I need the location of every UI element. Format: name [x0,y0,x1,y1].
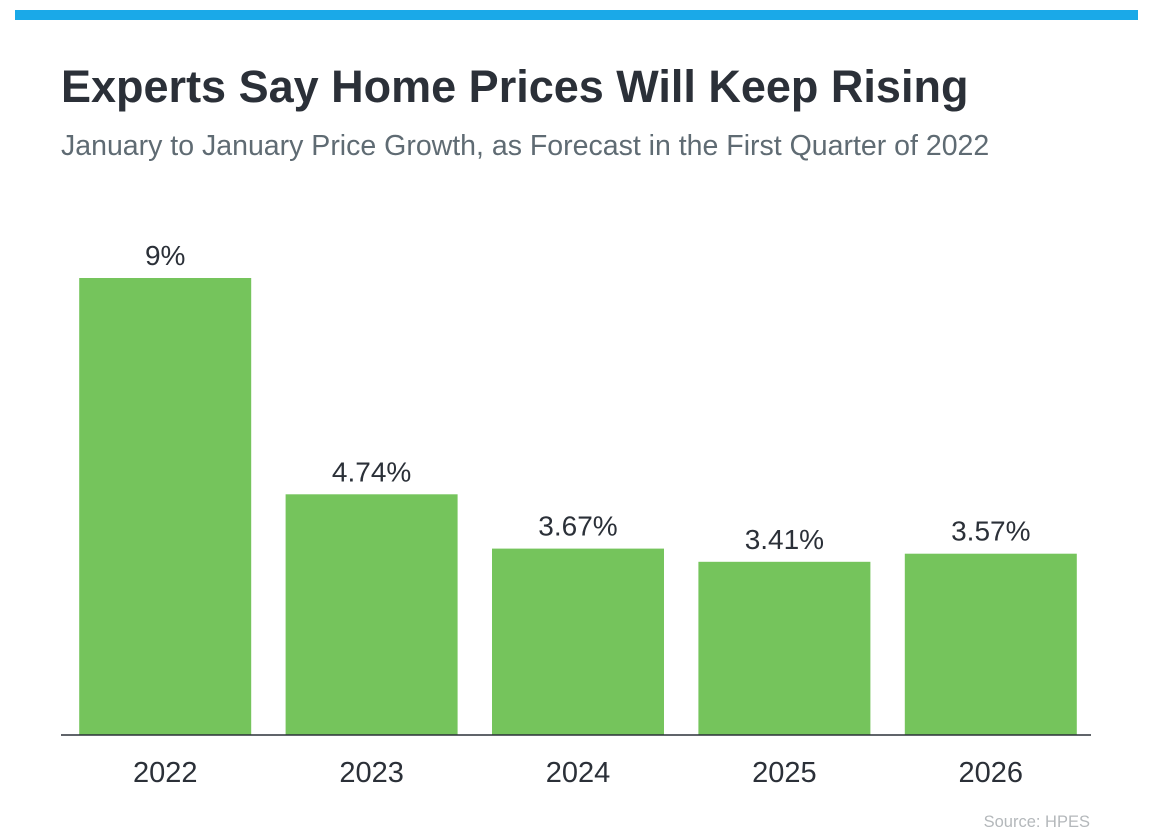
x-tick-label-2025: 2025 [752,757,817,789]
bar-2024 [492,548,664,735]
bar-2025 [698,561,871,735]
data-label-2024: 3.67% [538,511,617,542]
x-tick-label-2024: 2024 [546,757,611,789]
data-label-2022: 9% [145,240,185,271]
bars-group [79,278,1077,735]
source-note: Source: HPES [983,813,1090,831]
top-accent-bar [15,10,1138,20]
x-tick-labels-group: 2022 2023 2024 2025 2026 [133,757,1023,789]
data-label-2026: 3.57% [951,516,1030,547]
x-tick-label-2023: 2023 [339,757,404,789]
chart-title: Experts Say Home Prices Will Keep Rising [61,61,969,112]
bar-2022 [79,278,252,735]
x-tick-label-2022: 2022 [133,757,198,789]
bar-2023 [285,494,458,735]
data-label-2025: 3.41% [745,524,824,555]
x-tick-label-2026: 2026 [959,757,1024,789]
data-labels-group: 9% 4.74% 3.67% 3.41% 3.57% [145,240,1031,555]
bar-2026 [904,553,1077,735]
chart-subtitle: January to January Price Growth, as Fore… [61,130,990,162]
data-label-2023: 4.74% [332,456,411,487]
